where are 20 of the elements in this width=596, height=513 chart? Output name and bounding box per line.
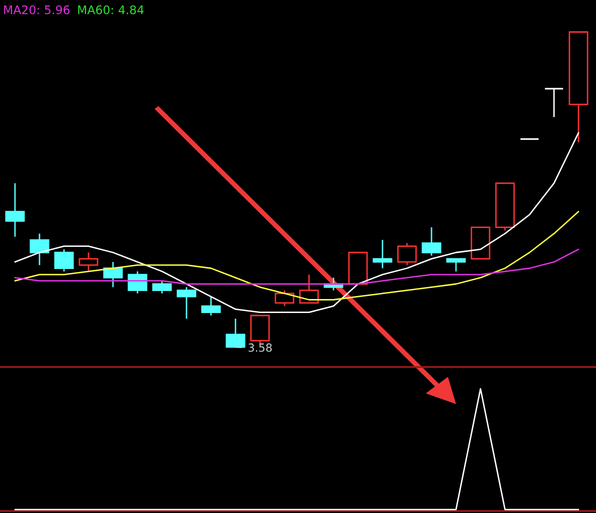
candlestick — [299, 274, 319, 304]
candlestick — [128, 270, 148, 294]
annotation: 3.58 — [248, 343, 272, 352]
candlestick — [78, 252, 98, 272]
candlestick — [372, 239, 392, 269]
candlestick — [397, 242, 417, 266]
candlestick — [446, 258, 466, 272]
candlestick — [422, 226, 442, 256]
candlestick — [5, 182, 25, 238]
candlestick — [226, 318, 246, 348]
candlestick — [274, 290, 294, 307]
candlestick — [30, 232, 50, 266]
text: MA20: 5.96 — [4, 5, 70, 14]
candlestick — [544, 88, 564, 118]
candlestick — [54, 248, 74, 272]
candlestick — [152, 280, 172, 294]
candlestick — [103, 261, 123, 288]
text: MA60: 4.84 — [78, 5, 144, 14]
candlestick — [201, 296, 221, 316]
candlestick — [176, 286, 196, 320]
